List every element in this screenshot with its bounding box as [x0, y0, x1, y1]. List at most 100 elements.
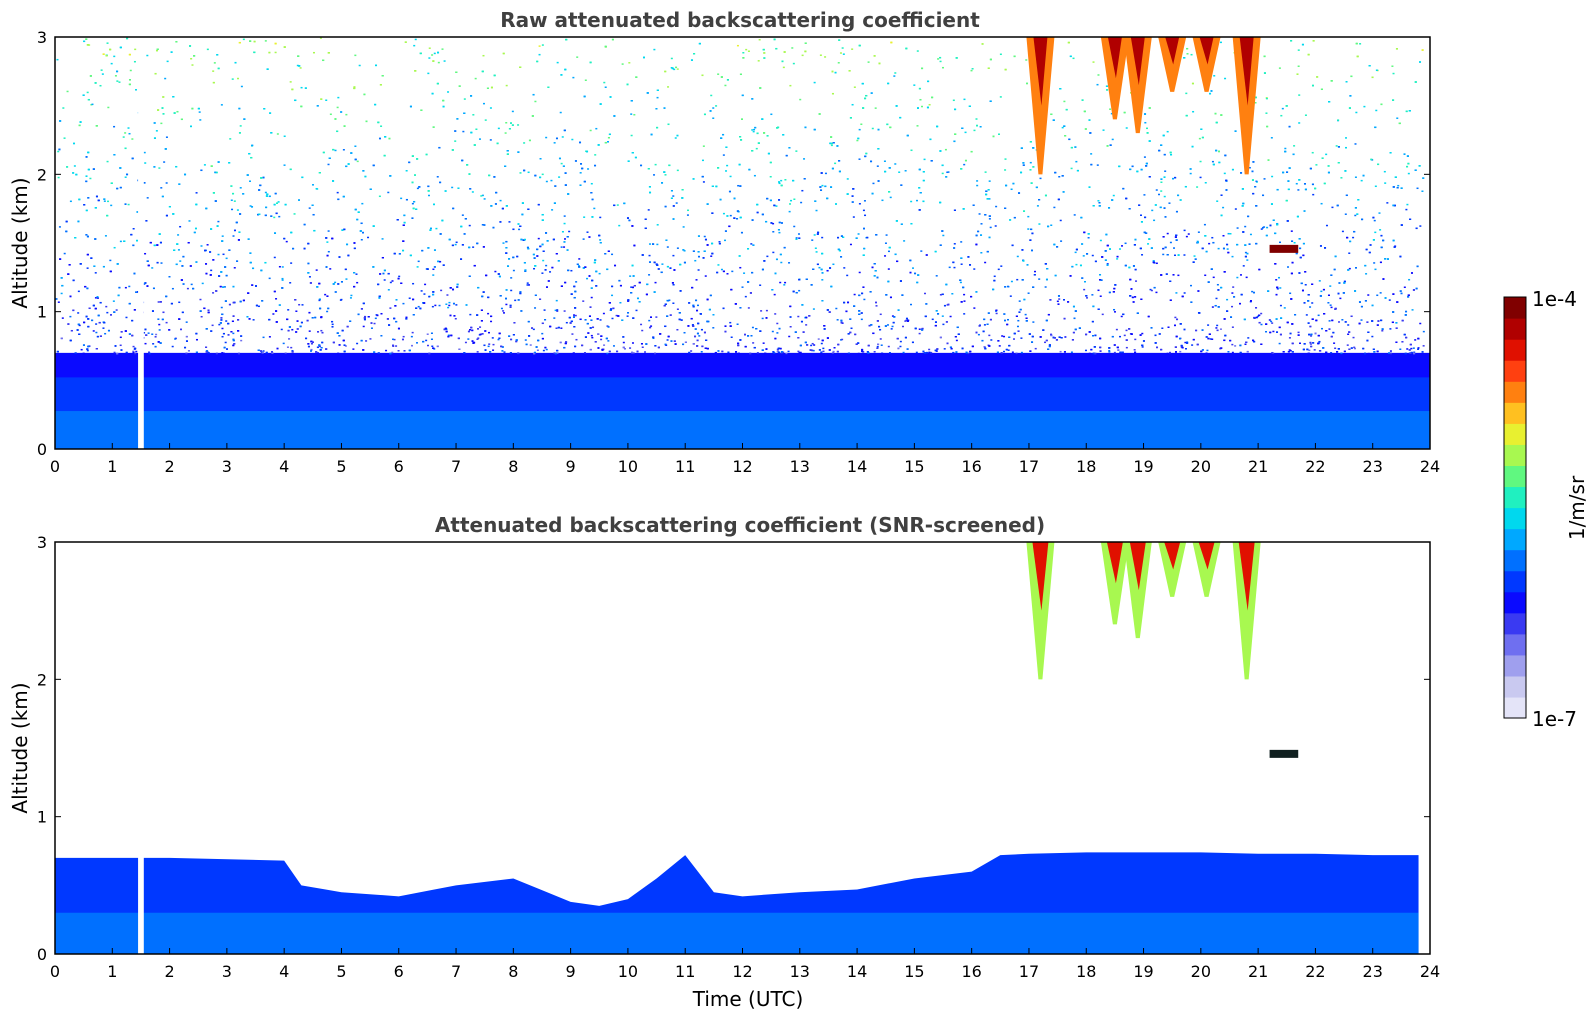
- noise-speckle: [518, 228, 521, 231]
- noise-speckle: [1016, 255, 1019, 258]
- noise-speckle: [918, 332, 921, 335]
- noise-speckle: [814, 247, 817, 250]
- noise-speckle: [927, 80, 930, 83]
- noise-speckle: [1038, 223, 1041, 225]
- noise-speckle: [846, 274, 849, 277]
- noise-speckle: [756, 352, 759, 354]
- noise-speckle: [331, 323, 334, 326]
- noise-speckle: [738, 255, 741, 257]
- noise-speckle: [841, 338, 844, 341]
- noise-speckle: [85, 38, 88, 40]
- noise-speckle: [1354, 143, 1357, 145]
- noise-speckle: [998, 345, 1001, 347]
- noise-speckle: [191, 64, 194, 66]
- noise-speckle: [702, 181, 705, 183]
- noise-speckle: [583, 216, 586, 218]
- noise-speckle: [903, 240, 906, 242]
- noise-speckle: [1074, 251, 1077, 254]
- noise-speckle: [606, 352, 609, 355]
- noise-speckle: [109, 259, 112, 262]
- noise-speckle: [818, 266, 821, 269]
- noise-speckle: [1284, 147, 1287, 150]
- noise-speckle: [1208, 242, 1211, 245]
- noise-speckle: [770, 113, 773, 116]
- noise-speckle: [858, 128, 861, 131]
- noise-speckle: [899, 345, 902, 348]
- noise-speckle: [888, 352, 891, 354]
- noise-speckle: [86, 91, 89, 94]
- noise-speckle: [1164, 170, 1167, 172]
- noise-speckle: [628, 62, 631, 64]
- noise-speckle: [440, 289, 443, 292]
- noise-speckle: [851, 201, 854, 203]
- boundary-layer-band: [55, 424, 1430, 428]
- noise-speckle: [1044, 286, 1047, 288]
- noise-speckle: [758, 38, 761, 41]
- noise-speckle: [1386, 202, 1389, 204]
- noise-speckle: [884, 242, 887, 244]
- noise-speckle: [195, 261, 198, 263]
- noise-speckle: [603, 81, 606, 84]
- noise-speckle: [739, 266, 742, 269]
- noise-speckle: [1422, 330, 1425, 333]
- noise-speckle: [1268, 319, 1271, 321]
- noise-speckle: [879, 338, 882, 340]
- noise-speckle: [231, 78, 234, 80]
- boundary-layer-band: [55, 400, 1430, 404]
- noise-speckle: [784, 179, 787, 181]
- noise-speckle: [310, 348, 313, 351]
- noise-speckle: [322, 151, 325, 154]
- noise-speckle: [988, 198, 991, 200]
- noise-speckle: [840, 339, 843, 341]
- noise-speckle: [1279, 304, 1282, 307]
- noise-speckle: [1108, 351, 1111, 353]
- noise-speckle: [623, 348, 626, 350]
- noise-speckle: [437, 61, 440, 64]
- noise-speckle: [231, 208, 234, 211]
- noise-speckle: [860, 123, 863, 126]
- noise-speckle: [598, 272, 601, 275]
- noise-speckle: [1063, 351, 1066, 353]
- noise-speckle: [1414, 339, 1417, 341]
- noise-speckle: [1213, 75, 1216, 77]
- noise-speckle: [1109, 108, 1112, 110]
- noise-speckle: [1412, 347, 1415, 349]
- noise-speckle: [334, 281, 337, 284]
- noise-speckle: [1375, 69, 1378, 71]
- noise-speckle: [612, 345, 615, 347]
- noise-speckle: [976, 180, 979, 182]
- noise-speckle: [989, 226, 992, 229]
- noise-speckle: [1381, 330, 1384, 332]
- noise-speckle: [454, 317, 457, 320]
- noise-speckle: [411, 331, 414, 334]
- noise-speckle: [240, 339, 243, 342]
- noise-speckle: [773, 293, 776, 296]
- noise-speckle: [864, 214, 867, 217]
- noise-speckle: [863, 200, 866, 202]
- noise-speckle: [648, 243, 651, 245]
- boundary-layer-band: [55, 412, 1430, 415]
- noise-speckle: [676, 169, 679, 172]
- noise-speckle: [1186, 341, 1189, 343]
- noise-speckle: [365, 340, 368, 342]
- noise-speckle: [423, 293, 426, 295]
- noise-speckle: [1340, 177, 1343, 179]
- noise-speckle: [904, 320, 907, 322]
- noise-speckle: [364, 175, 367, 178]
- noise-speckle: [1341, 230, 1344, 233]
- noise-speckle: [1337, 119, 1340, 121]
- noise-speckle: [545, 348, 548, 351]
- noise-speckle: [1219, 328, 1222, 330]
- noise-speckle: [1029, 161, 1032, 164]
- noise-speckle: [897, 309, 900, 311]
- noise-speckle: [408, 161, 411, 164]
- noise-speckle: [476, 351, 479, 353]
- noise-speckle: [1101, 313, 1104, 316]
- noise-speckle: [1320, 290, 1323, 293]
- noise-speckle: [523, 142, 526, 144]
- noise-speckle: [311, 317, 314, 319]
- noise-speckle: [577, 265, 580, 267]
- noise-speckle: [873, 350, 876, 353]
- noise-speckle: [161, 318, 164, 321]
- noise-speckle: [942, 323, 945, 326]
